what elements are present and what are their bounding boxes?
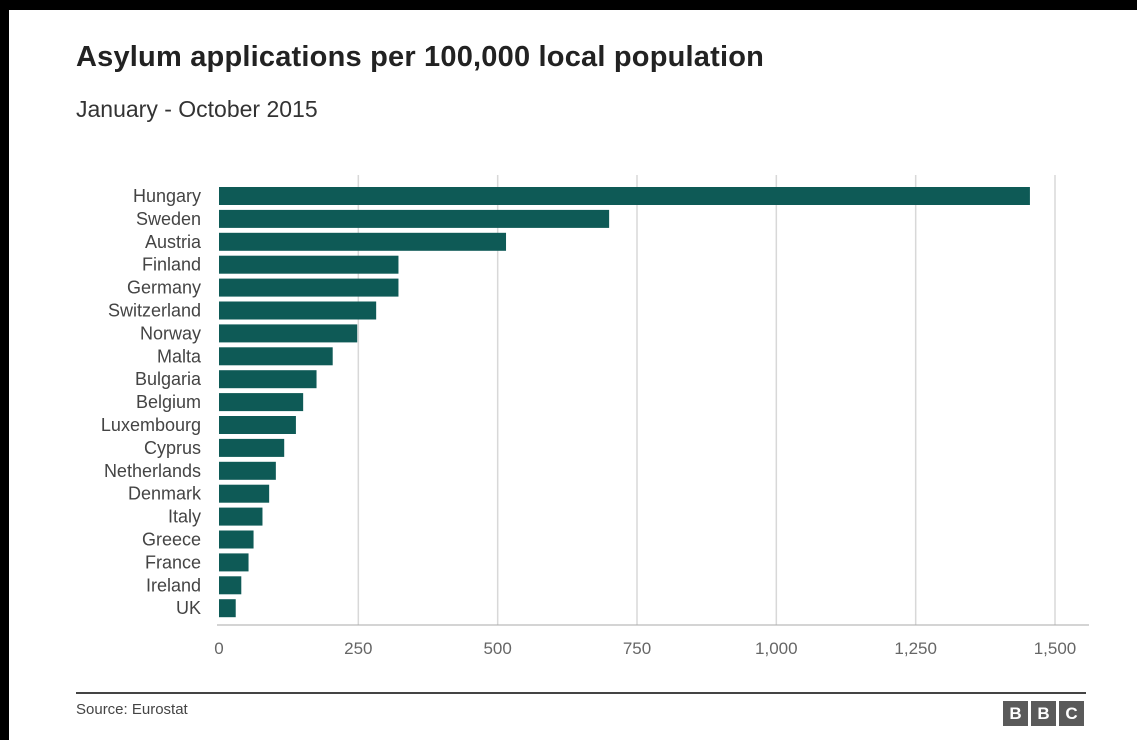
category-label: Austria <box>145 232 202 252</box>
bar <box>219 484 270 503</box>
x-tick-label: 750 <box>623 639 651 658</box>
x-tick-label: 1,250 <box>894 639 937 658</box>
category-label: Norway <box>140 323 201 343</box>
bar <box>219 232 507 251</box>
footer-divider <box>76 692 1086 694</box>
source-note: Source: Eurostat <box>76 701 188 718</box>
bar-chart: Hungary Sweden Austria Finland Germany Switze… <box>101 175 1089 658</box>
bar <box>219 209 610 228</box>
x-tick-label: 500 <box>483 639 511 658</box>
x-tick-label: 250 <box>344 639 372 658</box>
bar <box>219 438 285 457</box>
category-label: Germany <box>127 278 201 298</box>
bbc-logo: B B C <box>1003 701 1084 726</box>
bar <box>219 278 399 297</box>
category-labels: Hungary Sweden Austria Finland Germany Switze… <box>101 186 202 618</box>
category-label: UK <box>176 598 201 618</box>
category-label: Switzerland <box>108 301 201 321</box>
category-label: Sweden <box>136 209 201 229</box>
category-label: Luxembourg <box>101 415 201 435</box>
category-label: Hungary <box>133 186 201 206</box>
bar <box>219 416 296 434</box>
logo-letter-b1: B <box>1003 701 1028 726</box>
chart-subtitle: January - October 2015 <box>76 96 318 122</box>
x-axis-ticks: 0 250 500 750 1,000 1,250 1,500 <box>214 639 1076 658</box>
category-label: Bulgaria <box>135 369 202 389</box>
x-tick-label: 0 <box>214 639 223 658</box>
bar <box>219 576 242 595</box>
category-label: Netherlands <box>104 461 201 481</box>
bar <box>219 393 304 412</box>
x-tick-label: 1,500 <box>1034 639 1077 658</box>
bar <box>219 187 1030 205</box>
bar <box>219 255 399 274</box>
category-label: Cyprus <box>144 438 201 458</box>
category-label: Belgium <box>136 392 201 412</box>
category-label: Greece <box>142 530 201 550</box>
bar <box>219 347 333 366</box>
bar <box>219 553 249 572</box>
category-label: Malta <box>157 346 202 366</box>
category-label: Ireland <box>146 575 201 595</box>
category-label: France <box>145 552 201 572</box>
x-tick-label: 1,000 <box>755 639 798 658</box>
bar <box>219 599 236 618</box>
chart-title: Asylum applications per 100,000 local po… <box>76 41 765 73</box>
bar <box>219 461 276 480</box>
logo-letter-b2: B <box>1031 701 1056 726</box>
category-label: Denmark <box>128 484 202 504</box>
logo-letter-c: C <box>1059 701 1084 726</box>
category-label: Finland <box>142 255 201 275</box>
bar <box>219 301 377 320</box>
bar <box>219 370 317 389</box>
bar <box>219 507 263 526</box>
bar <box>219 324 358 343</box>
bars <box>219 187 1030 618</box>
category-label: Italy <box>168 507 201 527</box>
bar <box>219 530 254 549</box>
